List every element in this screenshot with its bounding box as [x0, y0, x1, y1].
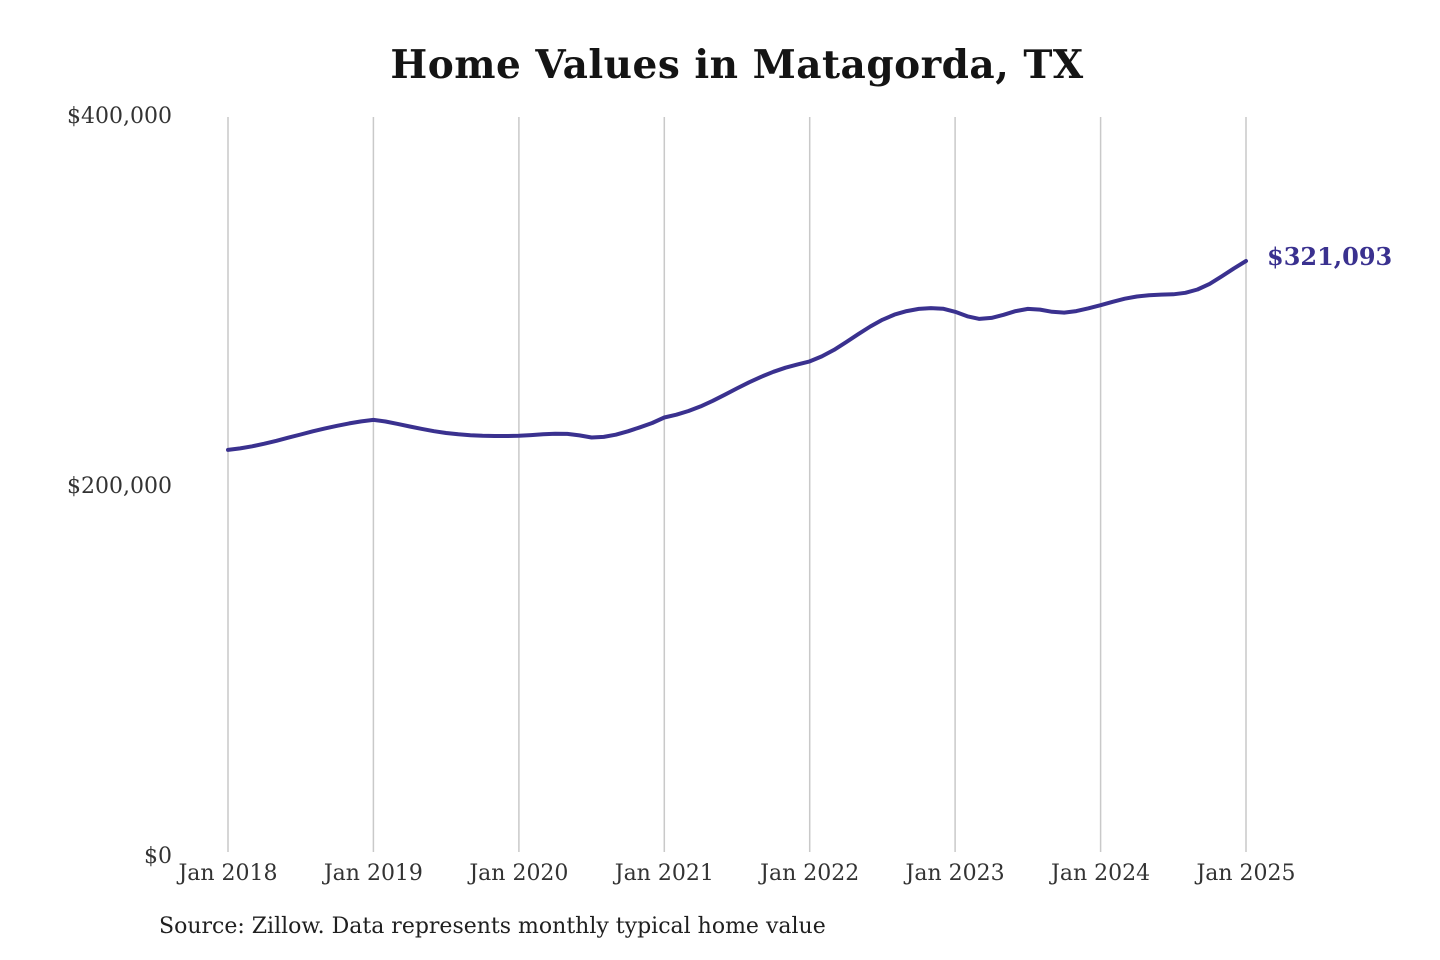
y-tick-label: $400,000 — [67, 104, 172, 129]
x-tick-label: Jan 2021 — [613, 861, 714, 886]
x-tick-label: Jan 2018 — [176, 861, 277, 886]
latest-value-label: $321,093 — [1267, 242, 1392, 271]
x-tick-label: Jan 2022 — [758, 861, 859, 886]
x-tick-label: Jan 2024 — [1049, 861, 1150, 886]
vertical-gridlines — [227, 117, 1247, 852]
x-tick-label: Jan 2025 — [1194, 861, 1295, 886]
y-axis-tick-labels: $0 $200,000 $400,000 — [67, 104, 172, 869]
chart-title: Home Values in Matagorda, TX — [390, 42, 1084, 88]
y-tick-label: $200,000 — [67, 474, 172, 499]
home-value-line-series — [226, 259, 1248, 452]
source-note: Source: Zillow. Data represents monthly … — [159, 914, 826, 939]
x-tick-label: Jan 2023 — [904, 861, 1005, 886]
x-axis-tick-labels: Jan 2018 Jan 2019 Jan 2020 Jan 2021 Jan 2022… — [176, 861, 1295, 886]
x-tick-label: Jan 2020 — [467, 861, 568, 886]
x-tick-label: Jan 2019 — [322, 861, 423, 886]
y-tick-label: $0 — [144, 844, 172, 869]
